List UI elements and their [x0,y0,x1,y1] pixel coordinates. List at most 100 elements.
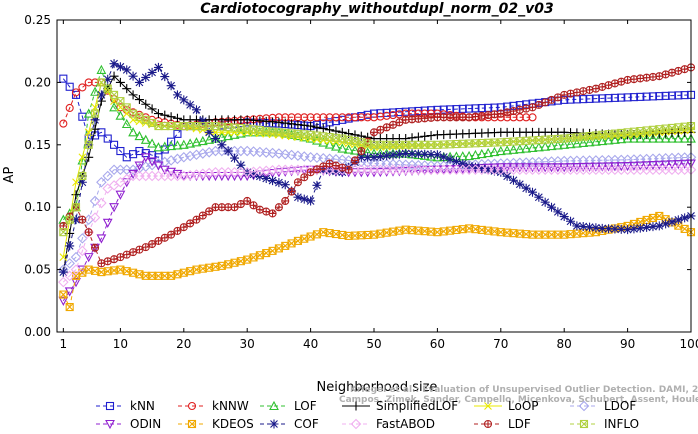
data-point [413,166,424,176]
watermark-line-1: Kriegel et al.: Evaluation of Unsupervis… [350,385,698,395]
data-point [376,140,385,149]
data-point [293,120,303,130]
data-point [573,88,581,96]
legend-marker [269,419,279,429]
data-point [356,152,366,162]
data-point [496,138,505,147]
data-point [528,113,537,122]
data-point [153,109,163,119]
data-point [127,164,139,176]
data-point [661,124,670,133]
data-point [382,140,391,149]
data-point [590,136,601,146]
data-point [65,303,74,311]
data-point [471,225,480,234]
data-point [197,148,209,159]
data-point [104,257,112,265]
data-point [648,213,658,222]
data-point [172,153,183,165]
data-point [96,64,107,74]
data-point [534,230,543,239]
data-point [540,141,551,151]
data-point [337,167,347,177]
data-point [300,130,309,139]
series-line-simplifiedlof [62,75,692,273]
data-point [217,140,227,150]
data-point [497,110,505,118]
data-point [167,122,176,131]
data-point [102,218,113,228]
data-point [484,226,493,235]
data-point [71,90,81,99]
data-point [598,94,607,103]
legend-item-odin: ODIN [96,417,161,431]
data-point [103,84,112,93]
legend: kNN kNNW LOF SimplifiedLOF LoOP LDOF ODIN KDEOS… [96,399,639,431]
data-point [667,160,677,170]
data-point [567,90,575,98]
data-point [433,140,442,149]
data-point [140,134,151,144]
data-point [198,116,208,126]
data-point [357,113,366,122]
data-point [552,140,563,150]
data-point [148,240,156,248]
data-point [509,229,518,238]
data-point [250,201,258,209]
data-point [572,221,582,231]
data-point [560,230,569,239]
data-point [376,126,384,134]
series-layer [58,59,697,312]
data-point [605,81,613,89]
data-point [312,131,321,140]
legend-item-inflo: INFLO [570,417,639,431]
data-point [584,137,595,147]
data-point [514,143,525,154]
data-point [553,207,563,217]
data-point [198,122,207,131]
data-point [369,140,379,149]
data-point [70,251,82,263]
series-lof [58,64,696,224]
data-point [166,81,176,91]
x-tick-label: 80 [557,337,572,351]
data-point [376,112,385,121]
data-point [414,226,423,235]
data-point [115,190,126,200]
data-point [153,142,164,152]
data-point [191,149,202,161]
data-point [141,271,150,280]
data-point [635,223,645,233]
data-point [559,139,570,149]
data-point [115,62,125,72]
data-point [521,143,532,153]
data-point [166,167,177,178]
data-point [110,266,119,275]
data-point [268,127,277,136]
data-point [293,166,303,176]
data-point [522,230,531,239]
data-point [192,122,201,131]
data-point [172,140,183,150]
data-point [109,203,119,213]
series-line-kdeos [62,215,692,309]
data-point [116,253,124,261]
data-point [77,177,87,187]
data-point [623,128,632,137]
x-tick-label: 30 [240,337,255,351]
data-point [230,153,240,163]
x-tick-label: 40 [303,337,318,351]
data-point [97,268,106,277]
data-point [363,113,372,122]
legend-marker [269,400,279,411]
legend-label: FastABOD [376,417,435,431]
data-point [478,112,486,120]
legend-item-ldof: LDOF [570,399,636,413]
data-point [566,133,575,142]
data-point [660,133,671,143]
legend-label: LoOP [508,399,539,413]
data-point [490,227,499,236]
series-kdeos [59,211,696,312]
data-point [96,197,107,209]
data-point [78,172,87,180]
